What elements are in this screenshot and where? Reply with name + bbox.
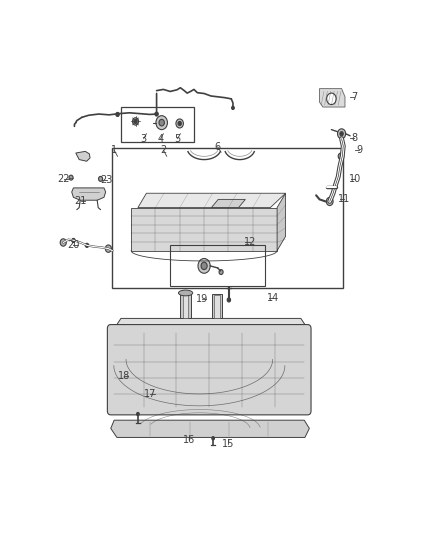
Text: 19: 19 (196, 294, 208, 304)
Circle shape (105, 245, 111, 252)
Circle shape (132, 118, 138, 125)
Bar (183, 295, 188, 318)
Text: 18: 18 (117, 371, 130, 381)
FancyBboxPatch shape (107, 325, 311, 415)
Circle shape (69, 175, 73, 180)
Circle shape (178, 122, 181, 126)
Text: 1: 1 (111, 145, 117, 155)
Circle shape (60, 239, 66, 246)
Circle shape (327, 93, 336, 104)
Text: 17: 17 (144, 389, 157, 399)
Polygon shape (111, 420, 309, 438)
Text: 12: 12 (244, 238, 256, 247)
Text: 14: 14 (267, 293, 279, 303)
Circle shape (326, 197, 333, 206)
Circle shape (72, 238, 75, 243)
Polygon shape (277, 193, 286, 251)
Bar (113, 148, 343, 288)
Circle shape (156, 116, 167, 130)
Polygon shape (72, 188, 106, 200)
Circle shape (338, 153, 344, 159)
Circle shape (99, 176, 102, 181)
Bar (212, 294, 222, 318)
Bar (180, 294, 191, 318)
Polygon shape (76, 151, 90, 161)
Text: 5: 5 (174, 134, 181, 144)
Polygon shape (114, 318, 307, 329)
Circle shape (219, 270, 223, 274)
Text: 15: 15 (222, 439, 234, 449)
Polygon shape (212, 199, 245, 207)
Text: 2: 2 (160, 145, 166, 155)
Bar (214, 295, 220, 318)
Circle shape (227, 298, 230, 302)
Circle shape (159, 119, 164, 126)
Circle shape (155, 112, 158, 116)
Ellipse shape (178, 290, 193, 296)
Text: 16: 16 (183, 435, 195, 445)
Polygon shape (320, 88, 345, 107)
Circle shape (176, 119, 184, 128)
Circle shape (134, 119, 137, 124)
Text: 23: 23 (100, 175, 113, 185)
Polygon shape (138, 193, 286, 207)
Text: 8: 8 (351, 133, 357, 143)
Circle shape (212, 437, 215, 440)
Text: 9: 9 (356, 145, 362, 155)
Circle shape (340, 132, 343, 136)
Text: 10: 10 (349, 174, 361, 184)
Text: 20: 20 (67, 239, 80, 249)
Circle shape (85, 243, 88, 247)
Circle shape (137, 413, 139, 416)
Bar (170, 245, 265, 286)
Circle shape (116, 112, 119, 117)
Text: 11: 11 (338, 195, 350, 204)
Polygon shape (131, 207, 277, 251)
Text: 4: 4 (158, 134, 164, 144)
Bar (121, 107, 194, 142)
Circle shape (232, 106, 234, 109)
Circle shape (338, 129, 346, 139)
Text: 22: 22 (58, 174, 70, 184)
Text: 21: 21 (75, 197, 87, 206)
Text: 6: 6 (215, 142, 221, 152)
Circle shape (198, 259, 210, 273)
Text: 3: 3 (141, 134, 147, 144)
Circle shape (201, 262, 207, 270)
Text: 7: 7 (351, 92, 357, 102)
